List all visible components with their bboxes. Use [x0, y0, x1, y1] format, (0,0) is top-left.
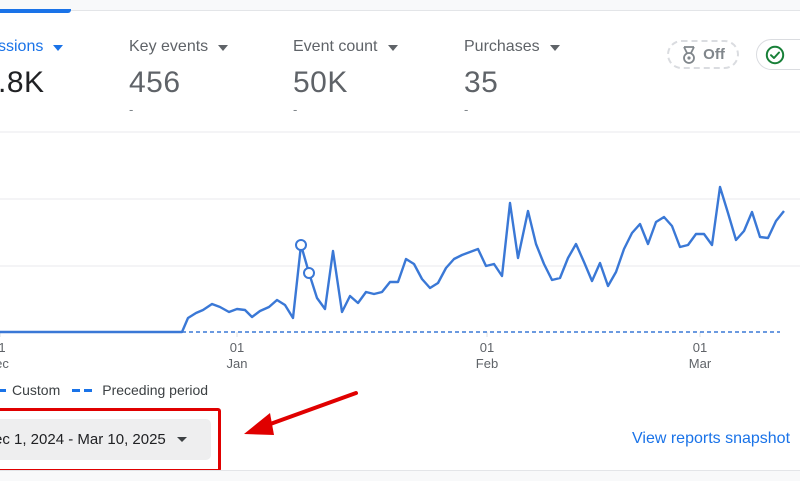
metric-value: 456 [129, 66, 181, 99]
metric-label[interactable]: Key events [129, 38, 229, 56]
x-tick-label: 01 Mar [688, 340, 712, 371]
date-range-picker[interactable]: ec 1, 2024 - Mar 10, 2025 [0, 419, 211, 460]
dashed-line-swatch [72, 388, 93, 392]
metric-sessions[interactable]: ssions .8K [0, 38, 64, 102]
metric-value: 50K [293, 66, 348, 99]
active-tab-indicator [0, 9, 71, 13]
data-point-marker[interactable] [303, 267, 315, 279]
top-tab-bar [0, 0, 800, 11]
chevron-down-icon [53, 45, 64, 51]
metric-value: .8K [0, 66, 45, 99]
annotation-highlight-box [0, 408, 221, 472]
legend-preceding-period: Preceding period [102, 382, 209, 398]
chevron-down-icon [177, 437, 187, 442]
custom-series-line [0, 185, 785, 334]
metric-label[interactable]: Event count [293, 38, 398, 56]
check-circle-icon [765, 45, 785, 64]
bottom-divider [0, 470, 800, 481]
chevron-down-icon [218, 45, 229, 51]
data-point-marker[interactable] [295, 239, 307, 251]
chevron-down-icon [387, 45, 398, 51]
metric-label[interactable]: Purchases [464, 38, 560, 56]
date-range-text: ec 1, 2024 - Mar 10, 2025 [0, 431, 166, 448]
metric-delta: - [129, 102, 134, 117]
annotation-arrow-icon [244, 391, 358, 435]
chevron-down-icon [549, 45, 560, 51]
metric-label[interactable]: ssions [0, 38, 64, 56]
metric-purchases[interactable]: Purchases 35 - [464, 38, 560, 117]
chart-legend: Custom Preceding period [0, 382, 208, 398]
x-tick-label: 01 Jan [226, 340, 248, 371]
metric-delta: - [293, 102, 298, 117]
status-badge[interactable] [756, 39, 800, 70]
line-chart[interactable] [0, 120, 800, 380]
metric-value: 35 [464, 66, 499, 99]
x-tick-label: 01 Feb [475, 340, 499, 371]
view-reports-snapshot-link[interactable]: View reports snapshot [632, 430, 791, 447]
insights-toggle-badge[interactable]: Off [667, 40, 739, 69]
metric-key-events[interactable]: Key events 456 - [129, 38, 229, 117]
x-tick-label: 1ec [0, 340, 9, 371]
metric-event-count[interactable]: Event count 50K - [293, 38, 398, 117]
medal-icon [683, 45, 696, 64]
legend-custom: Custom [12, 382, 61, 398]
solid-line-swatch [0, 388, 6, 392]
metric-delta: - [464, 102, 469, 117]
